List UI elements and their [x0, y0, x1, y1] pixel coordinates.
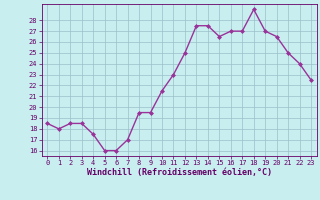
X-axis label: Windchill (Refroidissement éolien,°C): Windchill (Refroidissement éolien,°C) [87, 168, 272, 177]
